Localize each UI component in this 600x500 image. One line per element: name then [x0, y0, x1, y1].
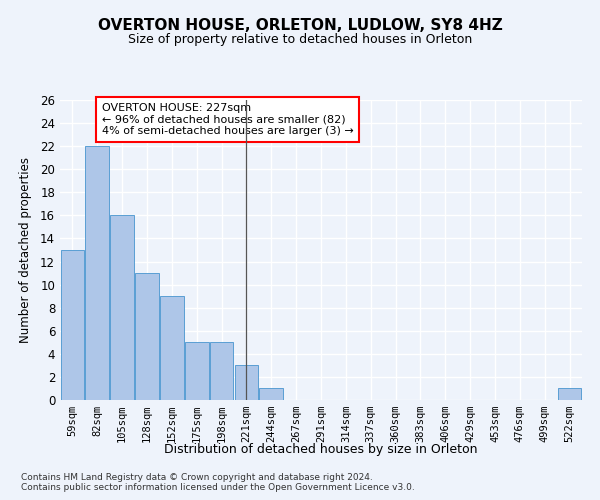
- Bar: [210, 342, 233, 400]
- Bar: [85, 146, 109, 400]
- Bar: [558, 388, 581, 400]
- Bar: [185, 342, 209, 400]
- Bar: [259, 388, 283, 400]
- Bar: [135, 273, 159, 400]
- Text: OVERTON HOUSE, ORLETON, LUDLOW, SY8 4HZ: OVERTON HOUSE, ORLETON, LUDLOW, SY8 4HZ: [98, 18, 502, 32]
- Bar: [235, 366, 258, 400]
- Text: Distribution of detached houses by size in Orleton: Distribution of detached houses by size …: [164, 442, 478, 456]
- Y-axis label: Number of detached properties: Number of detached properties: [19, 157, 32, 343]
- Bar: [110, 216, 134, 400]
- Text: Contains HM Land Registry data © Crown copyright and database right 2024.: Contains HM Land Registry data © Crown c…: [21, 472, 373, 482]
- Text: Size of property relative to detached houses in Orleton: Size of property relative to detached ho…: [128, 32, 472, 46]
- Bar: [160, 296, 184, 400]
- Text: OVERTON HOUSE: 227sqm
← 96% of detached houses are smaller (82)
4% of semi-detac: OVERTON HOUSE: 227sqm ← 96% of detached …: [102, 103, 353, 136]
- Text: Contains public sector information licensed under the Open Government Licence v3: Contains public sector information licen…: [21, 484, 415, 492]
- Bar: [61, 250, 84, 400]
